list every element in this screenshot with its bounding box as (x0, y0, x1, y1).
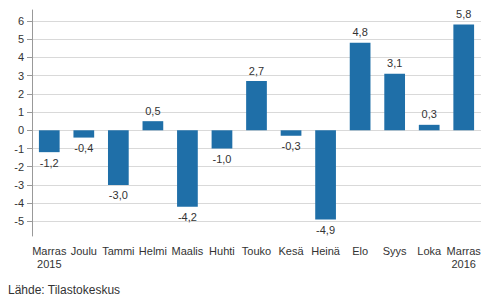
svg-text:Elo: Elo (352, 245, 368, 257)
svg-text:-5: -5 (14, 215, 24, 227)
svg-text:Heinä: Heinä (311, 245, 341, 257)
svg-text:-1,2: -1,2 (40, 157, 59, 169)
svg-text:-0,4: -0,4 (74, 142, 93, 154)
svg-text:4,8: 4,8 (352, 26, 367, 38)
svg-text:0,5: 0,5 (145, 105, 160, 117)
svg-text:-3,0: -3,0 (109, 189, 128, 201)
svg-text:3,1: 3,1 (387, 57, 402, 69)
svg-text:5,8: 5,8 (456, 8, 471, 20)
svg-text:Marras: Marras (447, 245, 482, 257)
svg-text:Marras: Marras (32, 245, 67, 257)
svg-text:Maalis: Maalis (172, 245, 204, 257)
svg-text:0: 0 (18, 124, 24, 136)
svg-text:0,3: 0,3 (422, 108, 437, 120)
svg-text:Huhti: Huhti (209, 245, 235, 257)
svg-text:-4,2: -4,2 (178, 211, 197, 223)
svg-text:-2: -2 (14, 161, 24, 173)
svg-text:Joulu: Joulu (71, 245, 97, 257)
svg-text:Tammi: Tammi (102, 245, 134, 257)
svg-text:-3: -3 (14, 179, 24, 191)
svg-text:3: 3 (18, 70, 24, 82)
svg-text:2: 2 (18, 88, 24, 100)
svg-text:Kesä: Kesä (278, 245, 304, 257)
svg-text:Loka: Loka (417, 245, 442, 257)
svg-text:-0,3: -0,3 (282, 140, 301, 152)
svg-text:2016: 2016 (451, 258, 475, 270)
svg-text:4: 4 (18, 51, 24, 63)
svg-text:6: 6 (18, 15, 24, 27)
svg-text:1: 1 (18, 106, 24, 118)
svg-text:2,7: 2,7 (249, 65, 264, 77)
svg-text:2015: 2015 (37, 258, 61, 270)
svg-text:-1,0: -1,0 (212, 153, 231, 165)
svg-text:-4: -4 (14, 197, 24, 209)
svg-text:-1: -1 (14, 143, 24, 155)
svg-text:Touko: Touko (242, 245, 271, 257)
svg-text:Lähde: Tilastokeskus: Lähde: Tilastokeskus (8, 283, 120, 297)
svg-text:-4,9: -4,9 (316, 224, 335, 236)
svg-text:Syys: Syys (383, 245, 407, 257)
svg-text:5: 5 (18, 33, 24, 45)
svg-text:Helmi: Helmi (139, 245, 167, 257)
